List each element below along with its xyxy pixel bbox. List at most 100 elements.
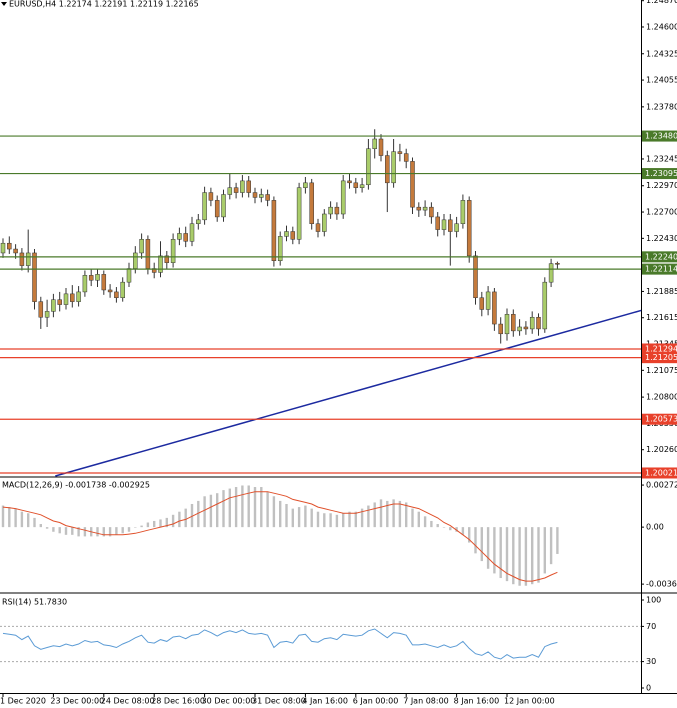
candle-body	[479, 297, 485, 310]
macd-bar	[272, 496, 276, 528]
y-tick-label: 0	[646, 684, 651, 693]
candle-body	[252, 192, 258, 198]
macd-bar	[461, 527, 465, 535]
macd-bar	[455, 527, 458, 532]
macd-bar	[279, 500, 282, 528]
macd-bar	[304, 505, 307, 528]
y-tick-label: 1.24055	[646, 76, 677, 85]
candle-body	[70, 293, 75, 302]
candle-body	[120, 281, 125, 299]
macd-bar	[27, 513, 30, 528]
candle-body	[397, 151, 403, 154]
candle-body	[466, 200, 472, 257]
level-tag	[642, 168, 677, 180]
x-tick-label: 31 Dec 08:00	[252, 697, 306, 706]
candle-body	[265, 194, 270, 201]
level-tag	[642, 263, 677, 275]
macd-bar	[203, 496, 206, 528]
x-tick-label: 7 Jan 08:00	[403, 697, 449, 706]
macd-bar	[423, 516, 427, 528]
macd-bar	[348, 511, 351, 528]
x-tick-label: 24 Dec 08:00	[101, 697, 155, 706]
macd-bar	[127, 527, 131, 532]
level-label: 1.21205	[645, 353, 677, 362]
candle-body	[208, 192, 214, 201]
macd-bar	[14, 508, 17, 528]
candle-body	[309, 182, 314, 224]
level-tag	[642, 467, 677, 479]
macd-bar	[241, 485, 244, 528]
level-label: 1.23480	[645, 132, 677, 141]
candle-body	[139, 239, 144, 254]
candle-body	[448, 219, 453, 232]
rsi-line	[2, 628, 558, 660]
candle-body	[385, 155, 390, 184]
candle-body	[511, 314, 516, 332]
candle-body	[416, 206, 422, 211]
candle-body	[170, 239, 176, 263]
candle-body	[25, 252, 31, 266]
macd-bar	[417, 511, 420, 528]
y-tick-label: 1.24870	[646, 0, 677, 5]
candle-body	[63, 293, 69, 305]
candle-body	[523, 326, 529, 330]
candle-body	[441, 219, 447, 230]
candle-body	[536, 316, 541, 330]
level-label: 1.23095	[645, 169, 677, 178]
y-tick-label: 1.22970	[646, 181, 677, 190]
macd-bar	[480, 527, 483, 562]
y-tick-label: 1.21075	[646, 366, 677, 375]
candle-body	[177, 233, 182, 240]
macd-bar	[342, 513, 345, 528]
candle-body	[277, 236, 283, 261]
macd-bar	[405, 502, 408, 528]
candle-body	[145, 239, 151, 269]
level-tag	[642, 352, 677, 364]
level-tag	[642, 130, 677, 142]
rsi-title: RSI(14) 51.7830	[2, 598, 67, 607]
candle-body	[435, 216, 440, 230]
y-tick-label: 30	[646, 657, 656, 666]
candle-body	[82, 275, 88, 293]
candle-body	[529, 316, 535, 330]
candle-body	[101, 274, 107, 291]
macd-bar	[310, 508, 313, 528]
macd-bar	[442, 527, 446, 528]
candle-body	[38, 301, 44, 318]
candle-body	[359, 184, 365, 188]
macd-bar	[266, 491, 269, 528]
macd-bar	[121, 527, 124, 534]
macd-bar	[83, 527, 87, 537]
candle-body	[548, 263, 554, 283]
macd-bar	[386, 500, 389, 528]
level-tag	[642, 343, 677, 355]
macd-bar	[556, 527, 559, 554]
candle-body	[378, 138, 384, 156]
macd-bar	[102, 527, 105, 537]
y-tick-label: 1.20260	[646, 445, 677, 454]
candle-body	[284, 231, 289, 237]
macd-bar	[165, 517, 168, 528]
y-tick-label: 0.002727	[646, 481, 677, 490]
candle-body	[88, 275, 94, 281]
macd-bar	[291, 508, 294, 528]
candle-body	[233, 187, 239, 193]
level-tag	[642, 251, 677, 263]
macd-bar	[39, 524, 42, 528]
y-tick-label: 0.00	[646, 523, 664, 532]
macd-bar	[537, 527, 540, 583]
macd-bar	[468, 527, 471, 543]
candle-body	[340, 180, 346, 215]
macd-bar	[297, 507, 301, 528]
y-tick-label: -0.003694	[646, 580, 677, 589]
macd-bar	[543, 527, 546, 574]
y-tick-label: 100	[646, 596, 661, 605]
x-tick-label: 8 Jan 16:00	[454, 697, 500, 706]
macd-bar	[430, 520, 433, 528]
y-tick-label: 1.24325	[646, 49, 677, 58]
y-tick-label: 1.21615	[646, 313, 677, 322]
macd-bar	[153, 520, 156, 528]
macd-bar	[260, 487, 263, 528]
